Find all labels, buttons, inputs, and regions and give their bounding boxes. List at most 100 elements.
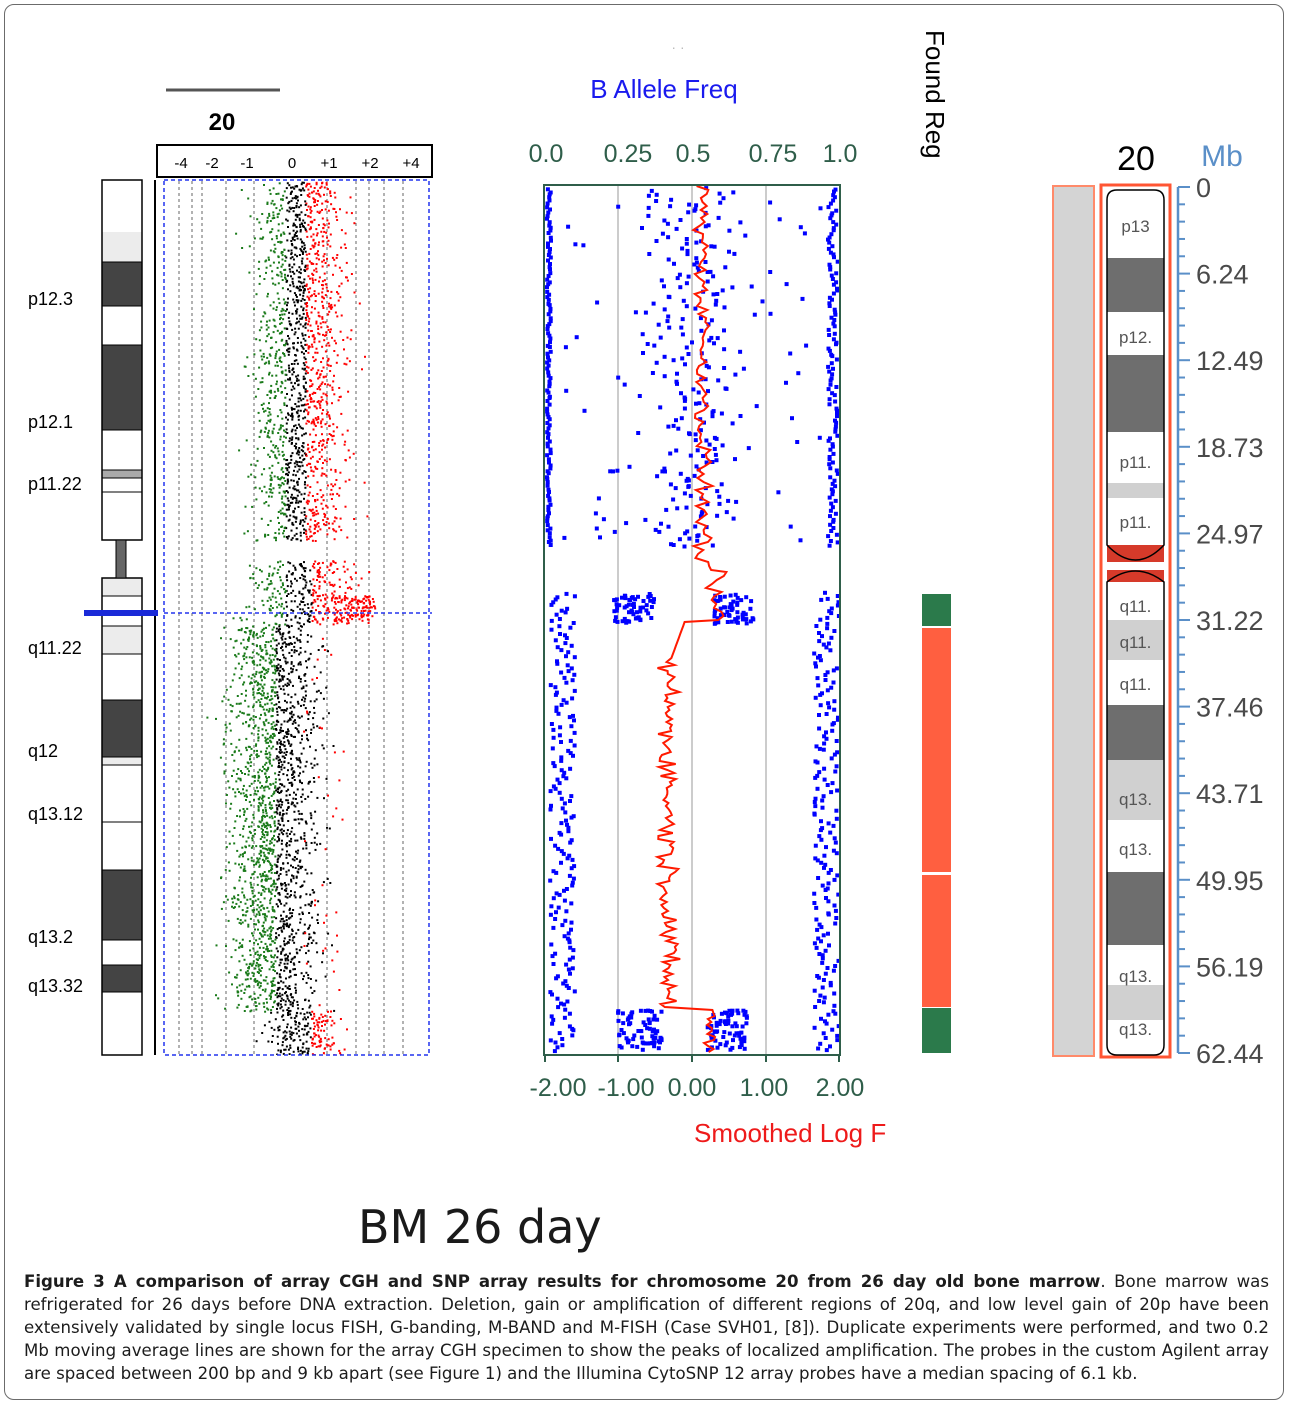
baf-tick-label: 0.5	[676, 140, 711, 168]
baf-tick-label: 0.25	[604, 140, 653, 168]
panel-b-plot-border	[543, 184, 841, 1056]
x-tick-label: -1	[240, 155, 253, 172]
panel-c-ideogram-bands: p13 p12. p11. p11. q11. q11. q11. q13. q13. q13. q…	[1106, 189, 1165, 1056]
panel-a-ideogram	[101, 179, 143, 1056]
ideogram-band	[1107, 355, 1164, 432]
x-tick-label: -2	[205, 155, 218, 172]
log-ratio-tick-label: -1.00	[598, 1074, 655, 1102]
ideogram-band	[102, 870, 142, 940]
panel-b-grid	[544, 186, 840, 1062]
baf-tick-labels: 0.0 0.25 0.5 0.75 1.0	[529, 140, 858, 168]
ideogram-band	[102, 940, 142, 965]
ideogram-band	[1107, 820, 1164, 872]
panel-a-band-labels: p12.3 p12.1 p11.22 q11.22 q12 q13.12 q13.2 q13.…	[28, 289, 83, 996]
mb-axis: 0 6.24 12.49 18.73 24.97 31.22 37.46 43.71 49.95…	[1176, 173, 1264, 1069]
mb-tick-label: 18.73	[1196, 433, 1264, 463]
found-region-loh	[922, 875, 951, 1007]
band-label: q13.	[1119, 1020, 1152, 1039]
ideogram-band	[1107, 193, 1164, 258]
band-label: q13.32	[28, 976, 83, 996]
band-label: p12.3	[28, 289, 73, 309]
panel-c-highlight-box	[1099, 183, 1172, 1059]
band-label: q13.	[1119, 790, 1152, 809]
found-regions-header: Found Reg	[920, 30, 950, 159]
band-label: p11.	[1120, 453, 1152, 472]
x-tick-label: +1	[320, 155, 337, 172]
band-label: q11.	[1120, 597, 1152, 616]
panel-a-axis-box	[156, 144, 433, 178]
ideogram-band	[102, 757, 142, 765]
ideogram-band	[102, 492, 142, 540]
x-tick-label: +4	[402, 155, 419, 172]
band-label: q13.	[1119, 840, 1152, 859]
log-ratio-axis-title: Smoothed Log F	[694, 1118, 886, 1148]
ideogram-band	[1107, 582, 1164, 620]
ideogram-band	[102, 765, 142, 822]
panel-a-plot-border	[163, 179, 430, 1056]
band-label: p11.22	[28, 474, 82, 494]
band-label: q11.22	[28, 638, 82, 658]
panel-c-ideogram: 20 Mb p13 p12. p11. p11. q11. q11. q11. q13. q13…	[1052, 140, 1264, 1069]
baf-points	[545, 186, 840, 1054]
panel-c-chromosome-label: 20	[1117, 140, 1155, 178]
ideogram-band	[1107, 705, 1164, 760]
ideogram-band	[1107, 483, 1164, 498]
ideogram-band	[102, 180, 142, 232]
ideogram-band	[102, 965, 142, 992]
ideogram-band	[102, 306, 142, 345]
baf-tick-label: 0.75	[749, 140, 798, 168]
ideogram-band	[102, 262, 142, 306]
ideogram-band	[1107, 872, 1164, 945]
ideogram-band	[102, 992, 142, 1055]
found-region-normal	[922, 1008, 951, 1053]
panel-a-grid	[178, 181, 404, 1054]
band-label: p13	[1121, 217, 1149, 236]
band-label: q11.	[1120, 633, 1152, 652]
panel-c-gray-column	[1052, 185, 1095, 1057]
ideogram-band	[102, 578, 142, 596]
found-region-normal	[922, 594, 951, 626]
panel-a-array-cgh: 20 -4 -2 -1 0 +1 +2 +4 p12.3 p12.1 p11.22 q11.22 q…	[28, 88, 433, 1056]
mb-tick-label: 43.71	[1196, 779, 1264, 809]
band-label: p12.1	[28, 412, 73, 432]
ideogram-centromere	[115, 539, 127, 579]
mb-tick-label: 49.95	[1196, 866, 1264, 896]
mb-tick-label: 37.46	[1196, 693, 1264, 723]
panel-a-probe-points	[206, 181, 377, 1055]
found-region-loh	[922, 628, 951, 872]
mb-tick-label: 31.22	[1196, 606, 1264, 636]
ideogram-band	[102, 654, 142, 700]
ideogram-band	[1107, 985, 1164, 1020]
found-regions	[922, 594, 951, 1053]
mb-tick-label: 0	[1196, 173, 1211, 203]
band-label: p11.	[1120, 513, 1152, 532]
ideogram-band	[102, 345, 142, 430]
ideogram-band	[1107, 312, 1164, 355]
ideogram-band	[102, 626, 142, 654]
mb-tick-label: 6.24	[1196, 260, 1249, 290]
ideogram-band	[1107, 620, 1164, 660]
mb-unit-label: Mb	[1201, 140, 1243, 173]
ideogram-band	[1107, 760, 1164, 820]
mb-tick-label: 12.49	[1196, 346, 1264, 376]
log-ratio-tick-label: -2.00	[530, 1074, 587, 1102]
band-label: q13.12	[28, 804, 83, 824]
band-label: q12	[28, 741, 58, 761]
log-ratio-tick-label: 2.00	[816, 1074, 865, 1102]
panel-a-chromosome-label: 20	[209, 109, 236, 136]
ideogram-band	[1107, 1020, 1164, 1050]
x-tick-label: -4	[174, 155, 187, 172]
baf-axis-title: B Allele Freq	[590, 74, 737, 104]
mb-tick-label: 56.19	[1196, 952, 1264, 982]
caption-text: . Bone marrow was refrigerated for 26 da…	[24, 1272, 1269, 1383]
panel-b-snp-array: · · B Allele Freq 0.0 0.25 0.5 0.75 1.0 -2.0…	[529, 30, 951, 1148]
figure-panels: 20 -4 -2 -1 0 +1 +2 +4 p12.3 p12.1 p11.22 q11.22 q…	[28, 30, 1264, 1148]
ideogram-band	[102, 470, 142, 478]
ideogram-band	[1107, 660, 1164, 705]
ideogram-band	[102, 430, 142, 470]
ideogram-band	[102, 478, 142, 492]
baf-tick-label: 0.0	[529, 140, 564, 168]
band-label: p12.	[1119, 328, 1152, 347]
ideogram-band	[102, 232, 142, 262]
log-ratio-tick-label: 1.00	[740, 1074, 789, 1102]
